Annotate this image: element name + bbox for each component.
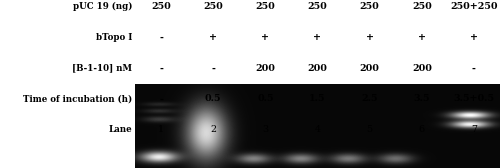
Text: +: + xyxy=(470,33,478,42)
Text: 200: 200 xyxy=(360,64,380,73)
Text: -: - xyxy=(472,64,476,73)
Text: 3: 3 xyxy=(262,125,268,134)
Text: 3.5: 3.5 xyxy=(414,94,430,103)
Text: [B-1-10] nM: [B-1-10] nM xyxy=(72,64,132,73)
Text: Lane: Lane xyxy=(109,125,132,134)
Text: 200: 200 xyxy=(308,64,328,73)
Text: 200: 200 xyxy=(256,64,276,73)
Text: -: - xyxy=(159,64,163,73)
Text: 6: 6 xyxy=(418,125,425,134)
Text: 250: 250 xyxy=(360,2,380,11)
Text: +: + xyxy=(209,33,217,42)
Text: -: - xyxy=(159,33,163,42)
Text: +: + xyxy=(314,33,322,42)
Text: 250+250: 250+250 xyxy=(450,2,498,11)
Text: bTopo I: bTopo I xyxy=(96,33,132,42)
Text: 2: 2 xyxy=(210,125,216,134)
Text: 250: 250 xyxy=(151,2,171,11)
Text: 200: 200 xyxy=(412,64,432,73)
Text: -: - xyxy=(159,94,163,103)
Text: 4: 4 xyxy=(314,125,320,134)
Text: pUC 19 (ng): pUC 19 (ng) xyxy=(73,2,132,11)
Text: Time of incubation (h): Time of incubation (h) xyxy=(23,94,132,103)
Text: 250: 250 xyxy=(256,2,275,11)
Text: +: + xyxy=(366,33,374,42)
Text: 7: 7 xyxy=(471,125,477,134)
Text: 0.5: 0.5 xyxy=(257,94,274,103)
Text: 250: 250 xyxy=(412,2,432,11)
Text: +: + xyxy=(262,33,270,42)
Text: -: - xyxy=(212,64,215,73)
Text: 2.5: 2.5 xyxy=(362,94,378,103)
Text: 0.5: 0.5 xyxy=(205,94,222,103)
Text: 5: 5 xyxy=(366,125,372,134)
Text: 3.5+0.5: 3.5+0.5 xyxy=(454,94,494,103)
Text: 250: 250 xyxy=(308,2,328,11)
Text: 1.5: 1.5 xyxy=(309,94,326,103)
Text: 250: 250 xyxy=(204,2,223,11)
Text: 1: 1 xyxy=(158,125,164,134)
Text: +: + xyxy=(418,33,426,42)
